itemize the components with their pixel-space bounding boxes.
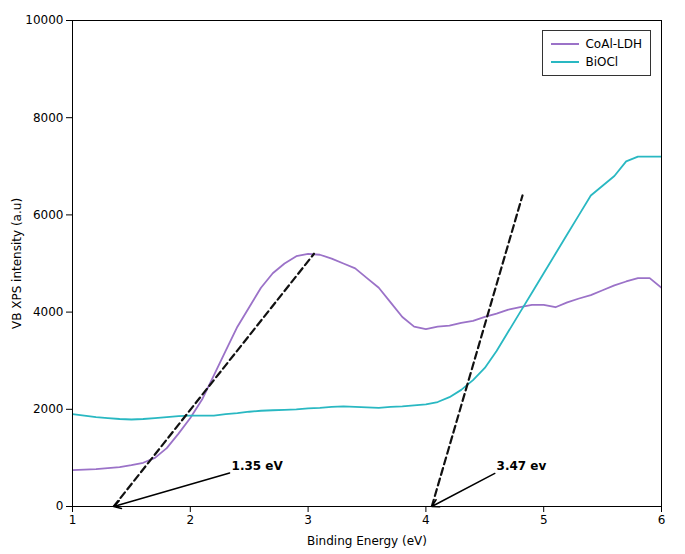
svg-text:1: 1	[69, 513, 77, 527]
svg-text:2000: 2000	[33, 402, 64, 416]
svg-text:4: 4	[422, 513, 430, 527]
svg-text:5: 5	[540, 513, 548, 527]
svg-text:0: 0	[56, 499, 64, 513]
svg-text:4000: 4000	[33, 305, 64, 319]
svg-text:Binding Energy (eV): Binding Energy (eV)	[307, 534, 427, 548]
svg-text:6000: 6000	[33, 208, 64, 222]
svg-text:3.47 ev: 3.47 ev	[497, 459, 547, 473]
svg-text:VB XPS intensity (a.u): VB XPS intensity (a.u)	[10, 198, 24, 329]
svg-text:1.35 eV: 1.35 eV	[232, 459, 284, 473]
svg-text:3: 3	[304, 513, 312, 527]
svg-text:6: 6	[658, 513, 666, 527]
svg-text:2: 2	[186, 513, 194, 527]
html-text:CoAl-LDH: CoAl-LDH	[585, 37, 642, 51]
html-text:BiOCl: BiOCl	[585, 55, 619, 69]
svg-text:10000: 10000	[25, 13, 63, 27]
svg-text:8000: 8000	[33, 111, 64, 125]
